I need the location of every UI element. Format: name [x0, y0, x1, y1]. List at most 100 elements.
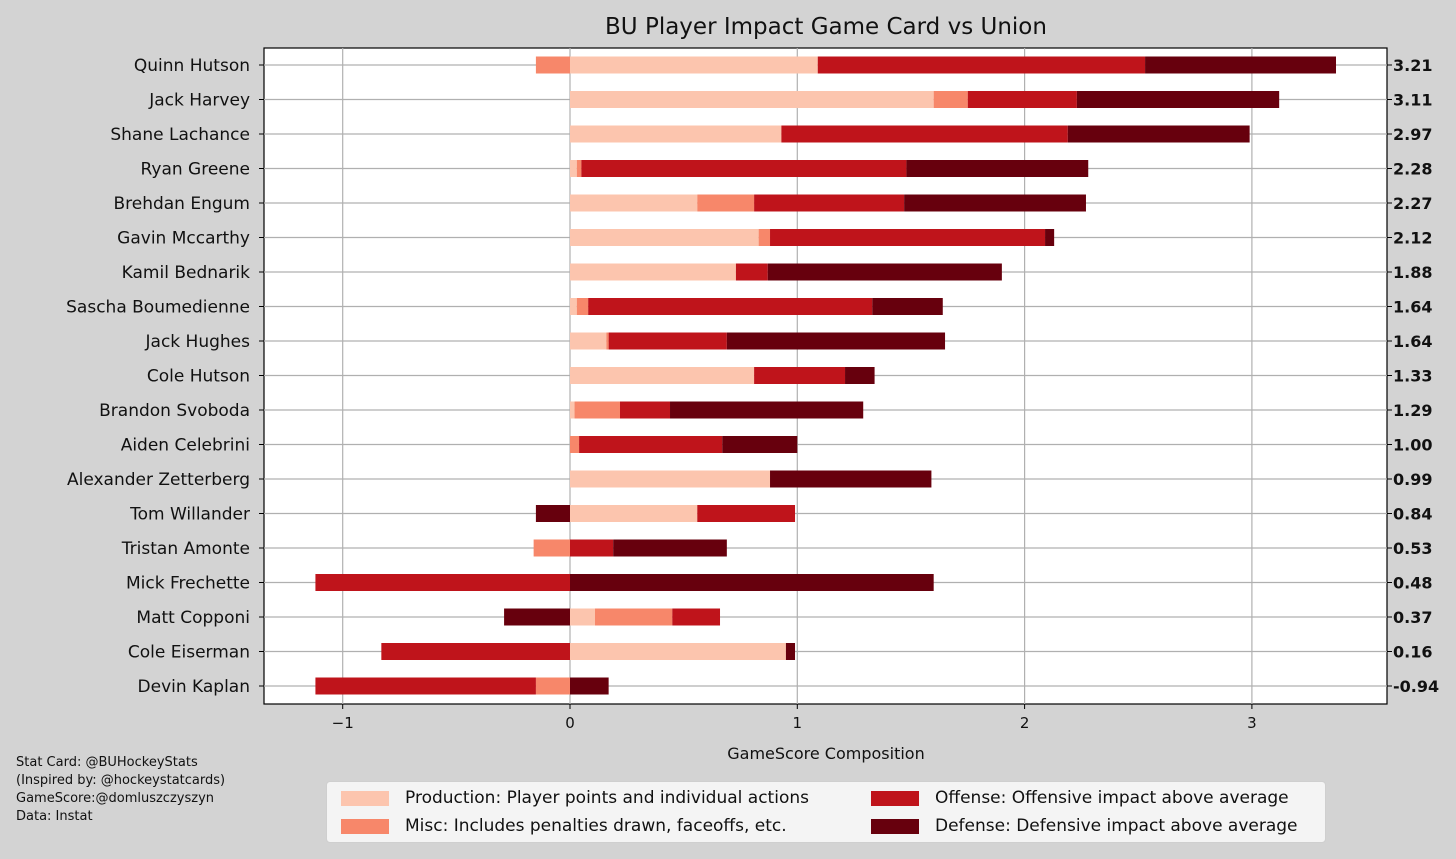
total-label-cole-eiserman: 0.16 — [1393, 643, 1432, 662]
total-label-matt-copponi: 0.37 — [1393, 608, 1432, 627]
total-label-jack-harvey: 3.11 — [1393, 91, 1432, 110]
bar-cole-hutson-defense — [845, 367, 875, 384]
legend-item-offense: Offense: Offensive impact above average — [871, 788, 1289, 808]
bar-ryan-greene-defense — [906, 160, 1089, 177]
total-label-brandon-svoboda: 1.29 — [1393, 401, 1432, 420]
bar-aiden-celebrini-offense — [579, 436, 723, 453]
x-axis-label: GameScore Composition — [727, 744, 924, 763]
bar-tristan-amonte-offense — [570, 539, 614, 557]
bar-shane-lachance-offense — [781, 125, 1068, 143]
y-tick-label-cole-eiserman: Cole Eiserman — [128, 643, 250, 663]
x-tick-label: −1 — [332, 714, 354, 732]
credits: Stat Card: @BUHockeyStats (Inspired by: … — [16, 754, 225, 826]
bar-matt-copponi-offense — [672, 608, 721, 626]
bar-quinn-hutson-misc — [535, 56, 570, 74]
y-tick-label-shane-lachance: Shane Lachance — [110, 125, 250, 145]
bar-ryan-greene-misc — [576, 160, 582, 177]
credit-inspired-by: (Inspired by: @hockeystatcards) — [16, 773, 226, 788]
bar-brehdan-engum-defense — [904, 194, 1086, 212]
bar-tristan-amonte-misc — [533, 539, 570, 557]
y-tick-label-jack-hughes: Jack Hughes — [145, 332, 251, 352]
bar-matt-copponi-misc — [595, 608, 673, 626]
x-tick-label: 3 — [1247, 714, 1257, 732]
bar-jack-hughes-production — [570, 332, 607, 350]
total-label-jack-hughes: 1.64 — [1393, 332, 1432, 351]
x-tick-label: 1 — [793, 714, 803, 732]
legend-label-production: Production: Player points and individual… — [405, 788, 809, 808]
bar-brehdan-engum-offense — [754, 194, 905, 212]
bar-cole-eiserman-production — [570, 643, 786, 660]
bar-tom-willander-offense — [697, 505, 796, 522]
total-label-mick-frechette: 0.48 — [1393, 574, 1432, 593]
y-tick-labels: Quinn Hutson Jack Harvey Shane Lachance Rya… — [66, 56, 264, 697]
bar-quinn-hutson-production — [570, 56, 818, 74]
legend-item-production: Production: Player points and individual… — [341, 788, 809, 808]
y-tick-label-kamil-bednarik: Kamil Bednarik — [122, 263, 250, 283]
bar-sascha-boumedienne-offense — [588, 298, 873, 315]
bar-ryan-greene-production — [570, 160, 577, 177]
bar-shane-lachance-production — [570, 125, 782, 143]
legend-swatch-production — [341, 790, 389, 806]
total-label-sascha-boumedienne: 1.64 — [1393, 298, 1432, 317]
bar-brehdan-engum-misc — [697, 194, 755, 212]
bar-tom-willander-defense — [535, 505, 570, 522]
bar-brehdan-engum-production — [570, 194, 698, 212]
y-tick-label-tom-willander: Tom Willander — [129, 505, 250, 525]
bar-cole-eiserman-defense — [785, 643, 796, 660]
bar-alexander-zetterberg-production — [570, 470, 771, 488]
bar-tristan-amonte-defense — [613, 539, 727, 557]
bar-matt-copponi-production — [570, 608, 596, 626]
y-tick-label-alexander-zetterberg: Alexander Zetterberg — [67, 470, 250, 490]
bar-brandon-svoboda-offense — [620, 401, 671, 419]
bar-shane-lachance-defense — [1067, 125, 1250, 143]
bar-kamil-bednarik-defense — [767, 263, 1002, 281]
y-tick-label-gavin-mccarthy: Gavin Mccarthy — [117, 229, 250, 249]
total-label-devin-kaplan: -0.94 — [1393, 677, 1439, 696]
bar-gavin-mccarthy-offense — [770, 229, 1046, 246]
y-tick-label-aiden-celebrini: Aiden Celebrini — [121, 436, 250, 456]
bar-sascha-boumedienne-production — [570, 298, 577, 315]
bar-cole-eiserman-offense — [381, 643, 570, 660]
bar-cole-hutson-offense — [754, 367, 846, 384]
bar-jack-harvey-offense — [967, 91, 1077, 108]
bar-jack-hughes-misc — [606, 332, 609, 350]
bar-jack-harvey-misc — [933, 91, 968, 108]
total-labels: 3.21 3.11 2.97 2.28 2.27 2.12 1.88 1.64 1.64 1.33… — [1387, 56, 1439, 696]
total-label-alexander-zetterberg: 0.99 — [1393, 470, 1432, 489]
bar-gavin-mccarthy-misc — [758, 229, 771, 246]
bar-tom-willander-production — [570, 505, 698, 522]
y-tick-label-cole-hutson: Cole Hutson — [147, 367, 250, 387]
bar-jack-harvey-defense — [1076, 91, 1280, 108]
total-label-brehdan-engum: 2.27 — [1393, 194, 1432, 213]
y-tick-label-tristan-amonte: Tristan Amonte — [121, 539, 250, 559]
bar-gavin-mccarthy-defense — [1045, 229, 1055, 246]
y-tick-label-jack-harvey: Jack Harvey — [148, 91, 250, 111]
bar-kamil-bednarik-offense — [735, 263, 768, 281]
y-tick-label-brehdan-engum: Brehdan Engum — [113, 194, 250, 214]
legend-item-defense: Defense: Defensive impact above average — [871, 816, 1298, 836]
total-label-kamil-bednarik: 1.88 — [1393, 263, 1432, 282]
y-tick-label-devin-kaplan: Devin Kaplan — [138, 677, 250, 697]
y-tick-label-quinn-hutson: Quinn Hutson — [134, 56, 250, 76]
bar-ryan-greene-offense — [581, 160, 907, 177]
bar-quinn-hutson-defense — [1145, 56, 1337, 74]
bar-gavin-mccarthy-production — [570, 229, 759, 246]
bar-devin-kaplan-defense — [570, 677, 609, 695]
legend-swatch-offense — [871, 790, 919, 806]
y-tick-label-matt-copponi: Matt Copponi — [136, 608, 250, 628]
legend-label-offense: Offense: Offensive impact above average — [935, 788, 1289, 808]
legend: Production: Player points and individual… — [326, 781, 1326, 843]
credit-gamescore: GameScore:@domluszczyszyn — [16, 791, 215, 806]
legend-label-misc: Misc: Includes penalties drawn, faceoffs… — [405, 816, 787, 836]
bar-brandon-svoboda-production — [570, 401, 575, 419]
bar-mick-frechette-defense — [570, 574, 934, 591]
total-label-cole-hutson: 1.33 — [1393, 367, 1432, 386]
bar-kamil-bednarik-production — [570, 263, 736, 281]
bar-brandon-svoboda-misc — [574, 401, 621, 419]
total-label-gavin-mccarthy: 2.12 — [1393, 229, 1432, 248]
legend-item-misc: Misc: Includes penalties drawn, faceoffs… — [341, 816, 787, 836]
bar-jack-hughes-defense — [726, 332, 946, 350]
bar-jack-harvey-production — [570, 91, 934, 108]
bar-brandon-svoboda-defense — [670, 401, 864, 419]
